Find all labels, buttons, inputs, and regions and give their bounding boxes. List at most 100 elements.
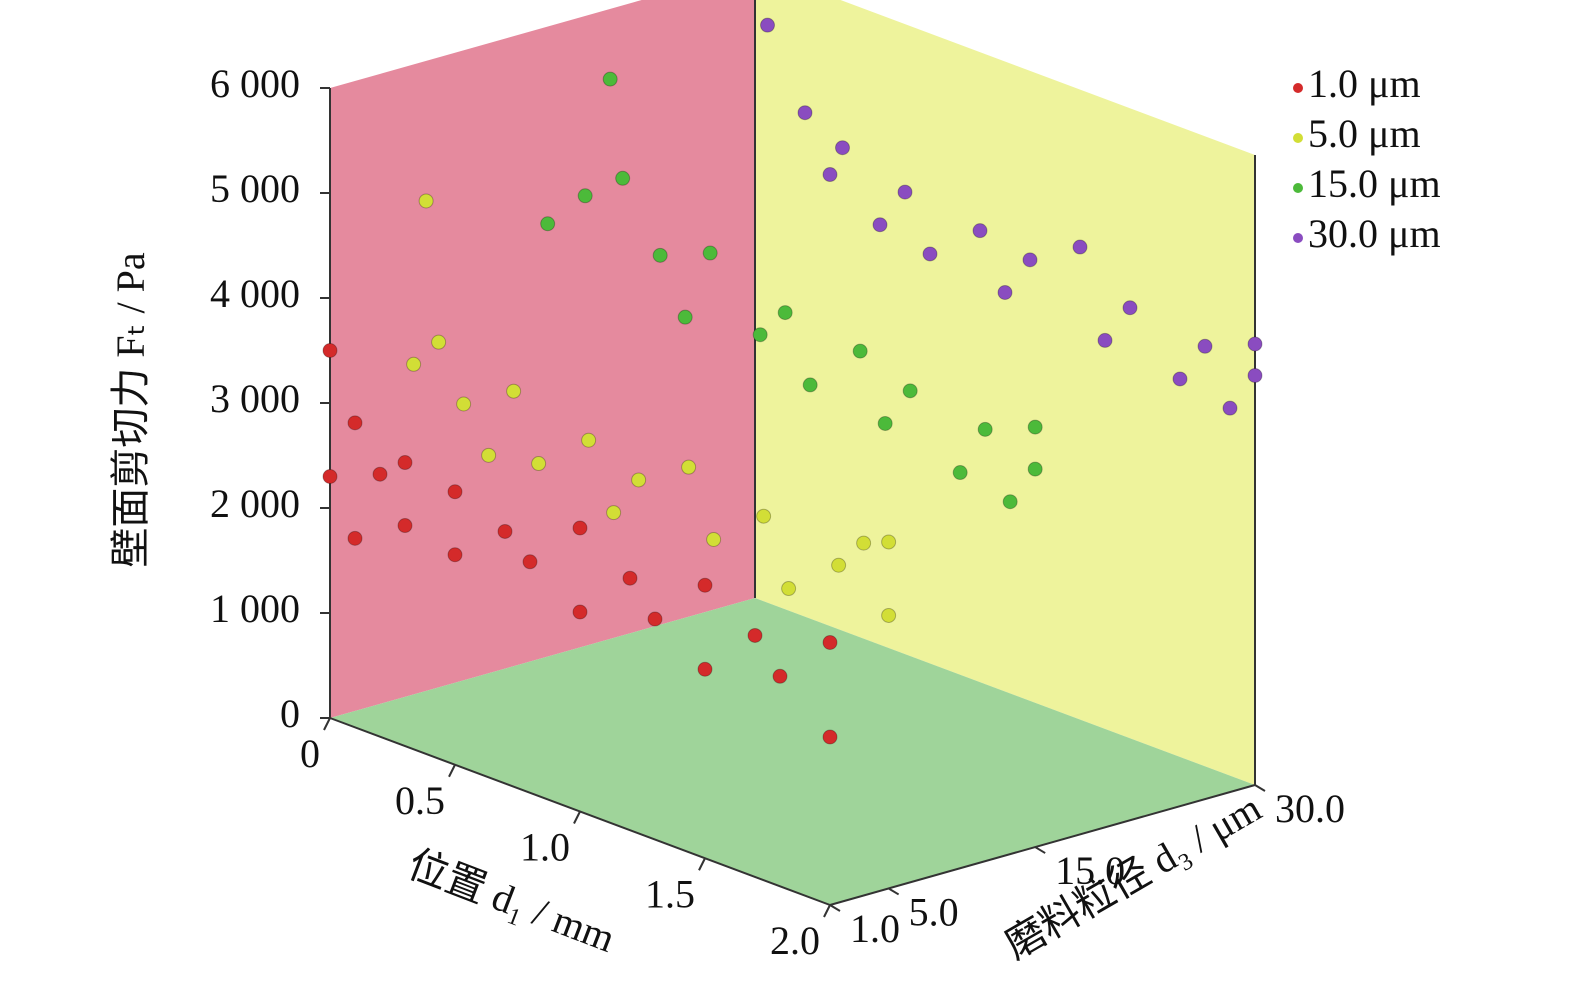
point	[781, 581, 797, 597]
point	[952, 465, 968, 481]
point	[977, 421, 993, 437]
point	[822, 635, 838, 650]
y-tick-label: 1.0	[850, 906, 900, 951]
point	[697, 577, 713, 593]
point	[1247, 336, 1263, 352]
series	[406, 193, 897, 623]
point	[456, 396, 472, 412]
point	[802, 377, 818, 393]
z-tick-label: 0	[280, 691, 300, 736]
point	[1002, 494, 1018, 510]
legend-label: 1.0 μm	[1308, 61, 1421, 106]
point	[615, 170, 631, 186]
x-tick-label: 0.5	[395, 778, 445, 823]
point	[506, 383, 522, 399]
point	[760, 17, 775, 33]
z-tick-label: 5 000	[210, 166, 300, 211]
x-tick-label: 1.0	[520, 825, 570, 870]
point	[697, 661, 713, 677]
point	[877, 415, 893, 431]
point	[481, 447, 497, 463]
point	[572, 604, 588, 620]
point	[322, 343, 338, 358]
point	[397, 518, 413, 534]
point	[522, 554, 538, 570]
point	[347, 530, 363, 546]
x-tick-label: 1.5	[645, 871, 695, 916]
x-axis-title: 位置 d₁ / mm	[402, 841, 621, 961]
x-tick-label: 0	[300, 731, 320, 776]
point	[406, 356, 422, 372]
point	[497, 523, 513, 539]
x-tick	[448, 764, 456, 778]
point	[881, 534, 897, 550]
legend-marker	[1293, 233, 1303, 243]
point	[1027, 461, 1043, 477]
x-tick-label: 2.0	[770, 918, 820, 963]
point	[856, 535, 872, 551]
point	[581, 432, 597, 448]
axes-box	[330, 0, 1255, 905]
point	[418, 193, 434, 209]
z-tick-label: 4 000	[210, 271, 300, 316]
point	[572, 520, 588, 536]
legend-marker	[1293, 83, 1303, 93]
series	[322, 343, 838, 745]
point	[822, 167, 838, 183]
point	[681, 459, 697, 475]
point	[835, 140, 850, 156]
point	[1072, 239, 1088, 255]
point	[652, 247, 668, 263]
point	[647, 611, 663, 627]
z-tick-label: 2 000	[210, 481, 300, 526]
series	[540, 71, 1043, 510]
point	[1022, 252, 1038, 268]
legend-marker	[1293, 183, 1303, 193]
point	[747, 627, 763, 643]
point	[902, 383, 918, 399]
point	[347, 415, 363, 431]
y-tick	[888, 887, 900, 896]
x-tick	[323, 717, 331, 731]
point	[706, 531, 722, 547]
x-tick	[698, 857, 706, 871]
z-tick-label: 6 000	[210, 61, 300, 106]
y-tick	[829, 904, 841, 912]
point	[397, 455, 413, 471]
point	[872, 217, 888, 233]
x-tick	[823, 904, 831, 918]
point	[702, 245, 718, 261]
point	[447, 484, 463, 500]
point	[1247, 368, 1263, 383]
floor	[330, 598, 1255, 905]
point	[972, 223, 988, 239]
legend-marker	[1293, 133, 1303, 143]
point	[677, 309, 693, 325]
y-tick-label: 15.0	[1055, 848, 1125, 893]
y-tick	[1254, 784, 1266, 792]
legend-label: 30.0 μm	[1308, 211, 1441, 256]
left-wall	[330, 0, 755, 718]
x-tick	[573, 811, 581, 824]
z-axis-title: 壁面剪切力 Fₜ / Pa	[108, 252, 153, 567]
point	[577, 188, 593, 204]
y-tick-label: 5.0	[909, 890, 959, 935]
point	[622, 570, 638, 586]
point	[1027, 419, 1043, 435]
point	[540, 216, 556, 232]
point	[1122, 300, 1138, 316]
point	[606, 505, 622, 521]
legend-label: 5.0 μm	[1308, 111, 1421, 156]
point	[602, 71, 618, 87]
point	[852, 343, 868, 359]
point	[922, 246, 938, 262]
y-tick-label: 30.0	[1275, 786, 1345, 831]
point	[897, 184, 913, 200]
point	[1197, 338, 1213, 354]
point	[881, 607, 897, 623]
point	[1172, 371, 1188, 387]
back-wall	[755, 0, 1255, 785]
z-tick-label: 3 000	[210, 376, 300, 421]
